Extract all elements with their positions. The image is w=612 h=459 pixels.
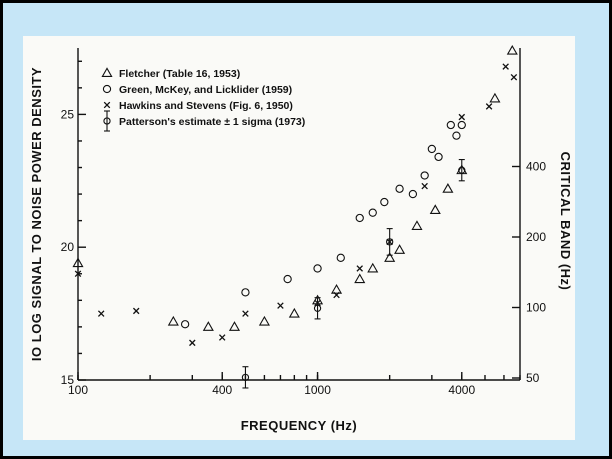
data-point-circle (408, 189, 418, 199)
legend-marker-x (103, 101, 111, 109)
data-point-triangle (489, 92, 501, 103)
y-tick-label: 15 (61, 373, 75, 387)
data-point-x (218, 334, 226, 341)
data-point-triangle (258, 315, 270, 326)
data-point-x (502, 63, 509, 70)
data-point-circle (457, 120, 466, 130)
chart-paper: 100 400 1000 4000 15 20 25 50 100 200 400 Fletcher… (23, 36, 575, 440)
y-tick-label: 20 (61, 240, 75, 254)
chart-svg: 100 400 1000 4000 15 20 25 50 100 200 400 Fletcher… (29, 44, 573, 433)
data-point-circle (452, 131, 461, 140)
data-point-x (277, 302, 284, 309)
chart-ticks: 100 400 1000 4000 15 20 25 50 100 200 400 (61, 60, 546, 397)
data-point-x (97, 310, 105, 317)
x-tick-label: 400 (212, 383, 232, 397)
data-point-circle (355, 213, 364, 223)
data-point-errorbar (313, 297, 322, 320)
data-point-triangle (167, 315, 179, 326)
x-tick-label: 100 (68, 383, 88, 397)
data-point-triangle (330, 283, 343, 294)
data-point-errorbar (241, 366, 250, 389)
legend-label: Fletcher (Table 16, 1953) (119, 68, 240, 80)
data-point-triangle (429, 204, 441, 215)
data-point-errorbar (386, 228, 394, 256)
legend-label: Green, McKey, and Licklider (1959) (119, 84, 292, 96)
data-point-triangle (202, 321, 214, 331)
data-point-triangle (228, 321, 241, 331)
legend-label: Patterson's estimate ± 1 sigma (1973) (119, 116, 305, 128)
data-point-x (189, 339, 196, 347)
data-point-errorbar (458, 159, 466, 182)
data-point-circle (434, 152, 443, 162)
data-point-triangle (411, 220, 423, 230)
series-4 (241, 159, 466, 389)
data-point-circle (446, 120, 455, 130)
data-point-x (485, 103, 493, 110)
x-tick-label: 4000 (448, 383, 475, 397)
data-point-triangle (384, 252, 396, 262)
data-point-circle (180, 320, 190, 329)
data-point-circle (336, 253, 345, 262)
y2-tick-label: 100 (526, 301, 546, 315)
data-point-x (510, 73, 518, 81)
series-2 (180, 120, 466, 329)
data-point-triangle (442, 183, 454, 193)
data-point-triangle (394, 244, 406, 254)
x-axis-title: FREQUENCY (Hz) (241, 418, 358, 433)
data-point-circle (368, 208, 377, 217)
legend-label: Hawkins and Stevens (Fig. 6, 1950) (119, 100, 293, 112)
legend-marker-errorbar (103, 110, 111, 132)
data-point-x (421, 182, 428, 190)
data-point-x (74, 270, 82, 278)
data-point-triangle (288, 307, 300, 318)
y2-axis-title: CRITICAL BAND (Hz) (558, 152, 573, 291)
data-point-triangle (367, 262, 379, 273)
chart-legend: Fletcher (Table 16, 1953) Green, McKey, a… (101, 67, 305, 132)
data-point-x (458, 113, 466, 121)
figure-frame: 100 400 1000 4000 15 20 25 50 100 200 400 Fletcher… (3, 3, 609, 456)
chart-axes (77, 48, 521, 381)
data-point-triangle (354, 273, 366, 284)
y-axis-title: IO LOG SIGNAL TO NOISE POWER DENSITY (29, 67, 44, 361)
data-point-circle (427, 144, 436, 154)
data-point-x (132, 307, 140, 315)
data-point-circle (380, 197, 389, 207)
data-point-circle (283, 274, 292, 284)
legend-marker-triangle (101, 67, 113, 78)
y2-tick-label: 50 (526, 371, 540, 385)
y2-tick-label: 400 (526, 160, 546, 174)
chart-marks (72, 44, 518, 389)
x-tick-label: 1000 (304, 383, 331, 397)
data-point-x (356, 265, 363, 272)
data-point-circle (241, 288, 250, 297)
y2-tick-label: 200 (526, 230, 546, 244)
legend-marker-circle (102, 84, 112, 94)
data-point-circle (395, 184, 404, 193)
data-point-x (333, 291, 340, 299)
data-point-triangle (72, 257, 84, 268)
data-point-triangle (506, 44, 518, 55)
y-tick-label: 25 (61, 107, 75, 121)
data-point-x (242, 310, 249, 317)
data-point-circle (420, 171, 429, 180)
data-point-circle (313, 264, 322, 273)
